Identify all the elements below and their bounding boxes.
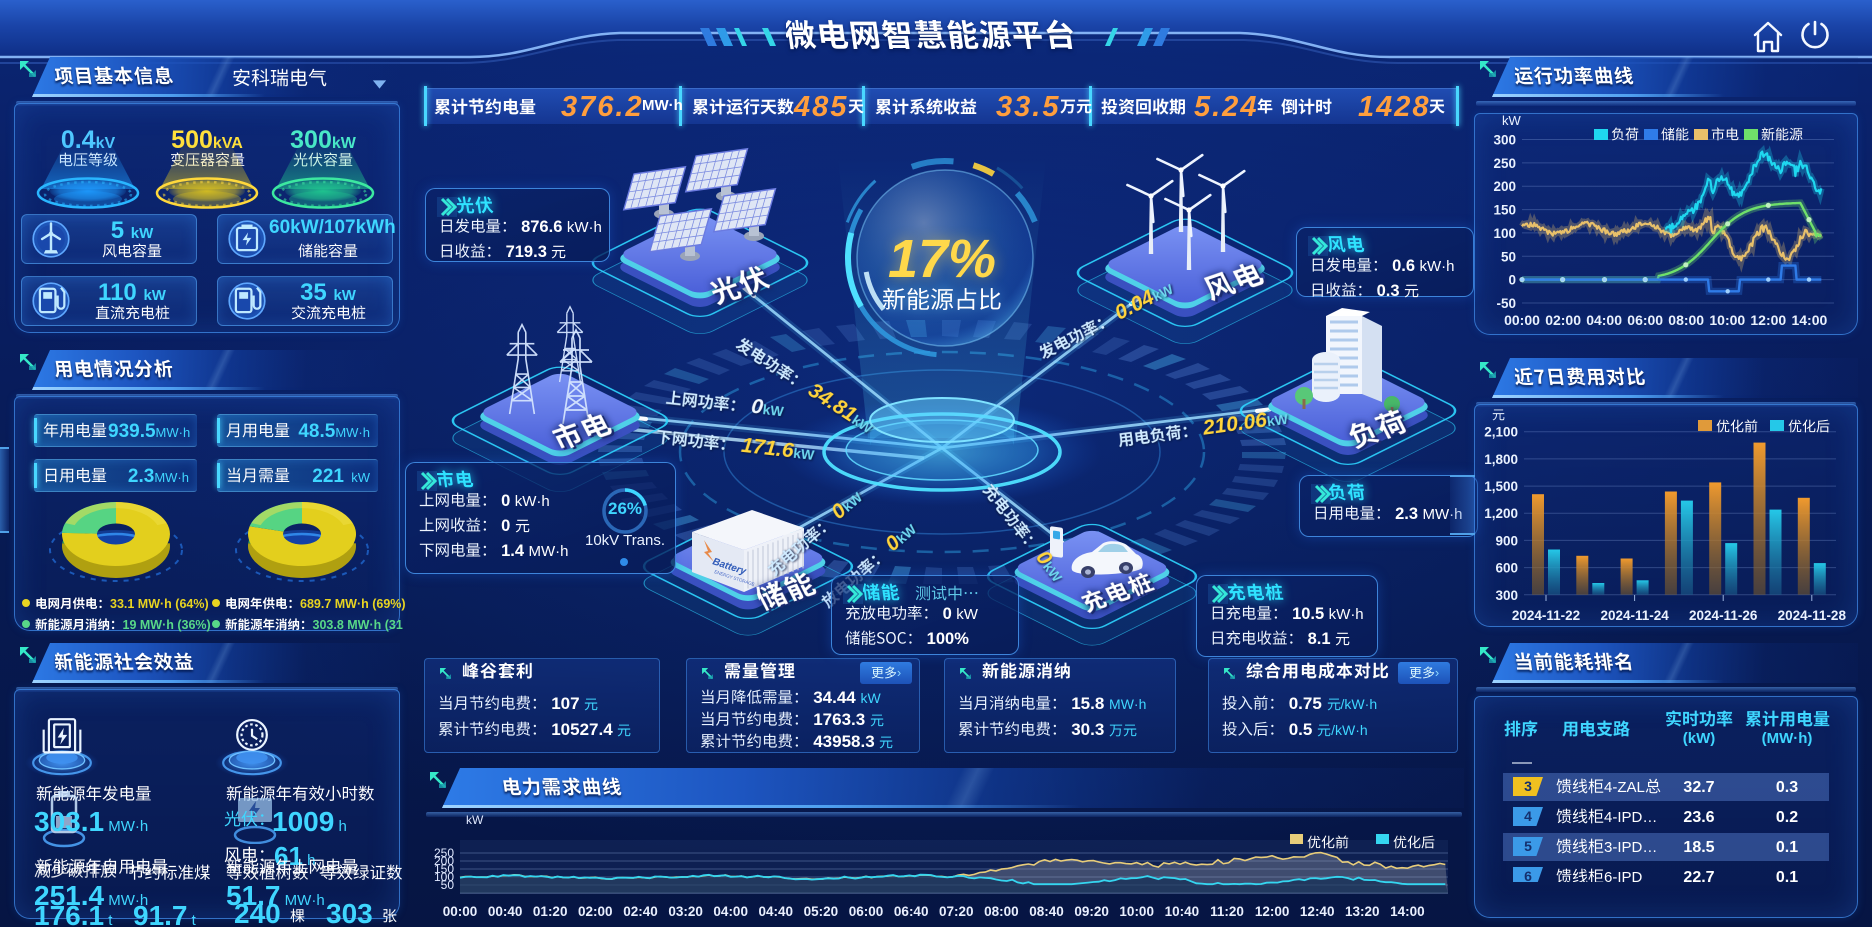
svg-text:06:00: 06:00 [849, 904, 884, 919]
svg-text:2024-11-22: 2024-11-22 [1512, 608, 1580, 623]
svg-text:12:00: 12:00 [1255, 904, 1290, 919]
svg-text:01:20: 01:20 [533, 904, 568, 919]
svg-text:10:40: 10:40 [1165, 904, 1200, 919]
svg-text:08:00: 08:00 [984, 904, 1019, 919]
svg-text:14:00: 14:00 [1791, 312, 1827, 328]
svg-text:600: 600 [1495, 561, 1518, 576]
svg-text:100: 100 [434, 870, 454, 884]
svg-text:14:00: 14:00 [1390, 904, 1425, 919]
svg-text:1,200: 1,200 [1484, 506, 1518, 521]
svg-text:50: 50 [1501, 249, 1516, 264]
svg-text:2024-11-24: 2024-11-24 [1600, 608, 1669, 623]
svg-text:10:00: 10:00 [1119, 904, 1154, 919]
svg-text:250: 250 [1493, 156, 1516, 171]
svg-text:50: 50 [441, 878, 455, 892]
svg-text:00:00: 00:00 [1504, 312, 1540, 328]
svg-text:04:40: 04:40 [759, 904, 794, 919]
svg-text:-50: -50 [1496, 296, 1516, 311]
svg-text:08:40: 08:40 [1029, 904, 1064, 919]
svg-text:12:40: 12:40 [1300, 904, 1335, 919]
svg-text:02:00: 02:00 [1545, 312, 1581, 328]
svg-text:0: 0 [1508, 273, 1516, 288]
svg-text:04:00: 04:00 [1586, 312, 1622, 328]
svg-text:150: 150 [434, 862, 454, 876]
svg-text:2024-11-28: 2024-11-28 [1778, 608, 1847, 623]
svg-text:00:00: 00:00 [443, 904, 478, 919]
svg-text:300: 300 [1493, 133, 1516, 148]
svg-text:1,500: 1,500 [1484, 479, 1518, 494]
svg-text:02:00: 02:00 [578, 904, 613, 919]
svg-text:100: 100 [1493, 226, 1516, 241]
svg-text:200: 200 [434, 854, 454, 868]
svg-text:05:20: 05:20 [804, 904, 839, 919]
svg-text:04:00: 04:00 [713, 904, 748, 919]
svg-text:02:40: 02:40 [623, 904, 658, 919]
svg-text:00:40: 00:40 [488, 904, 523, 919]
svg-text:06:00: 06:00 [1627, 312, 1663, 328]
svg-text:08:00: 08:00 [1668, 312, 1704, 328]
svg-text:06:40: 06:40 [894, 904, 929, 919]
svg-text:07:20: 07:20 [939, 904, 974, 919]
svg-text:10:00: 10:00 [1709, 312, 1745, 328]
svg-text:12:00: 12:00 [1750, 312, 1786, 328]
svg-text:300: 300 [1495, 588, 1518, 603]
svg-text:2,100: 2,100 [1484, 425, 1518, 440]
svg-text:250: 250 [434, 846, 454, 860]
svg-text:2024-11-26: 2024-11-26 [1689, 608, 1758, 623]
svg-text:150: 150 [1493, 203, 1516, 218]
svg-text:11:20: 11:20 [1210, 904, 1244, 919]
svg-text:200: 200 [1493, 179, 1516, 194]
svg-text:900: 900 [1495, 533, 1518, 548]
svg-text:03:20: 03:20 [668, 904, 703, 919]
svg-text:09:20: 09:20 [1074, 904, 1109, 919]
svg-text:1,800: 1,800 [1484, 452, 1518, 467]
svg-text:kW: kW [466, 813, 484, 827]
svg-text:kW: kW [1502, 113, 1522, 128]
svg-text:13:20: 13:20 [1345, 904, 1380, 919]
